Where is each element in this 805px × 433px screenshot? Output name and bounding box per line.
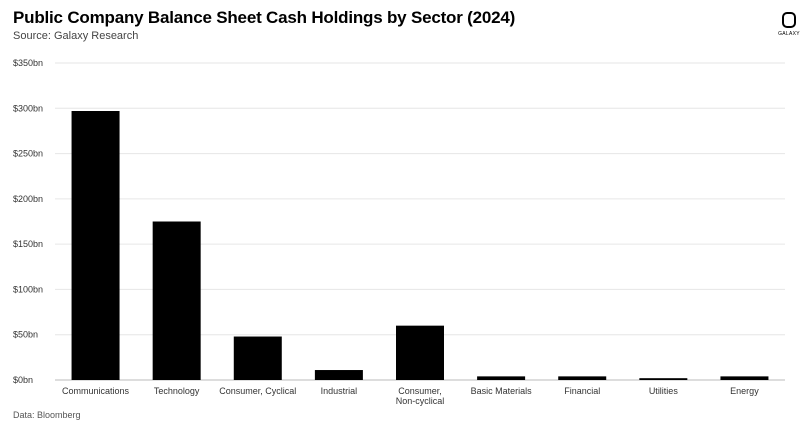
x-tick-label: Basic Materials [471,386,533,396]
x-tick-label: Financial [564,386,600,396]
y-tick-label: $200bn [13,194,43,204]
x-tick-label: Energy [730,386,759,396]
y-tick-label: $300bn [13,103,43,113]
chart-subtitle: Source: Galaxy Research [13,30,139,42]
bar [71,111,120,380]
y-tick-label: $0bn [13,375,33,385]
bars [71,111,769,380]
bar [477,376,526,380]
y-axis-tick-labels: $0bn $50bn $100bn $150bn $200bn $250bn $300bn $… [13,58,43,385]
bar [396,325,444,380]
x-tick-label: Industrial [321,386,358,396]
x-tick-label: Utilities [649,386,679,396]
x-tick-label: Consumer, Cyclical [219,386,296,396]
y-tick-label: $350bn [13,58,43,68]
chart-title: Public Company Balance Sheet Cash Holdin… [13,8,516,27]
bar [558,376,607,380]
bar [314,370,363,380]
y-tick-label: $100bn [13,284,43,294]
bar [639,378,688,380]
galaxy-logo-icon: GALAXY [774,12,804,37]
y-tick-label: $150bn [13,239,43,249]
bar [233,336,282,380]
y-tick-label: $250bn [13,149,43,159]
bar [720,376,769,380]
x-tick-label: Communications [62,386,130,396]
logo-mark [782,12,796,28]
y-tick-label: $50bn [13,330,38,340]
x-axis-tick-labels: Communications Technology Consumer, Cyclic… [62,386,759,406]
bar [152,221,201,380]
logo-text: GALAXY [778,31,800,37]
x-tick-label: Technology [154,386,200,396]
x-tick-label: Consumer, Non-cyclical [396,386,445,406]
data-source-note: Data: Bloomberg [13,410,81,420]
